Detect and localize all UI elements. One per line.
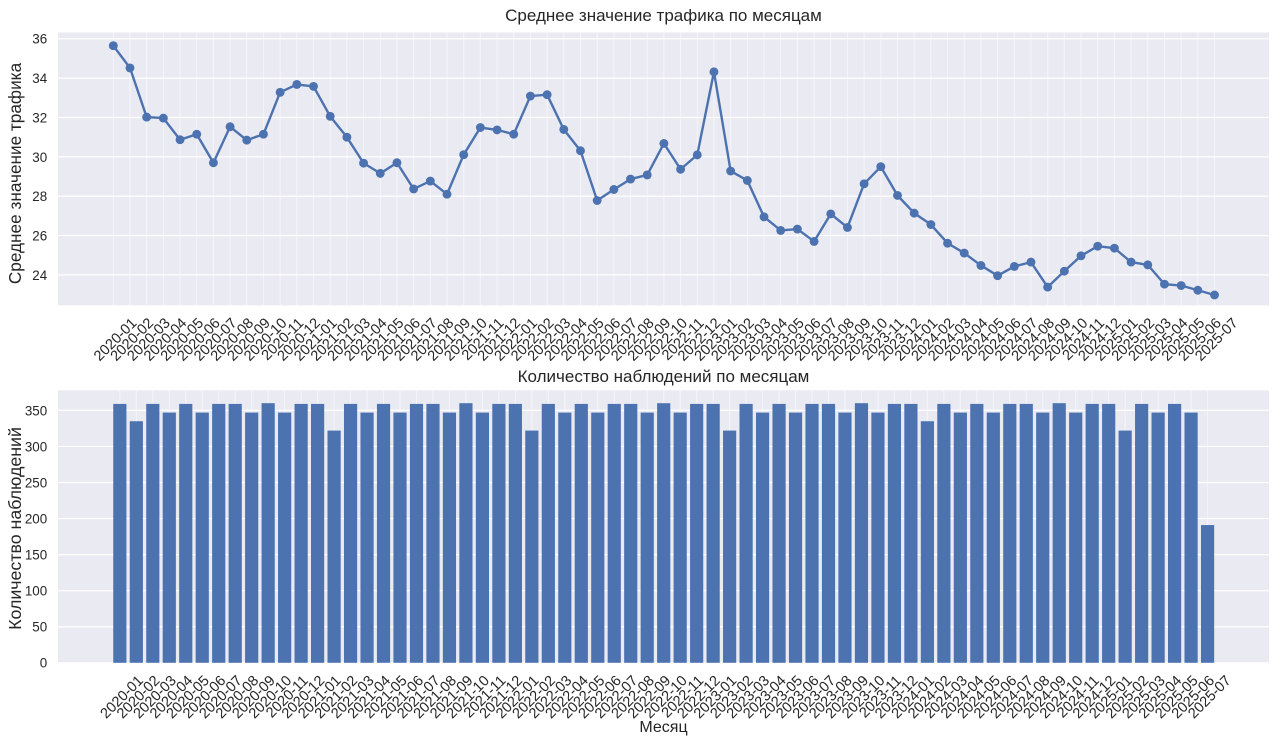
svg-text:350: 350	[25, 403, 47, 418]
svg-text:150: 150	[25, 548, 47, 563]
svg-text:24: 24	[32, 268, 47, 283]
svg-text:0: 0	[40, 656, 47, 671]
svg-text:32: 32	[32, 110, 47, 125]
svg-text:Среднее значение трафика по ме: Среднее значение трафика по месяцам	[505, 6, 822, 25]
svg-text:Месяц: Месяц	[639, 719, 687, 736]
svg-text:200: 200	[25, 511, 47, 526]
svg-text:Количество наблюдений: Количество наблюдений	[5, 427, 25, 630]
svg-text:100: 100	[25, 584, 47, 599]
svg-text:28: 28	[32, 189, 47, 204]
svg-text:30: 30	[32, 150, 47, 165]
svg-text:36: 36	[32, 32, 47, 47]
svg-text:Среднее значение трафика: Среднее значение трафика	[5, 62, 25, 284]
svg-text:26: 26	[32, 228, 47, 243]
svg-text:50: 50	[32, 620, 47, 635]
svg-text:300: 300	[25, 439, 47, 454]
svg-text:250: 250	[25, 475, 47, 490]
svg-text:Количество наблюдений по месяц: Количество наблюдений по месяцам	[518, 367, 810, 386]
svg-text:34: 34	[32, 71, 47, 86]
